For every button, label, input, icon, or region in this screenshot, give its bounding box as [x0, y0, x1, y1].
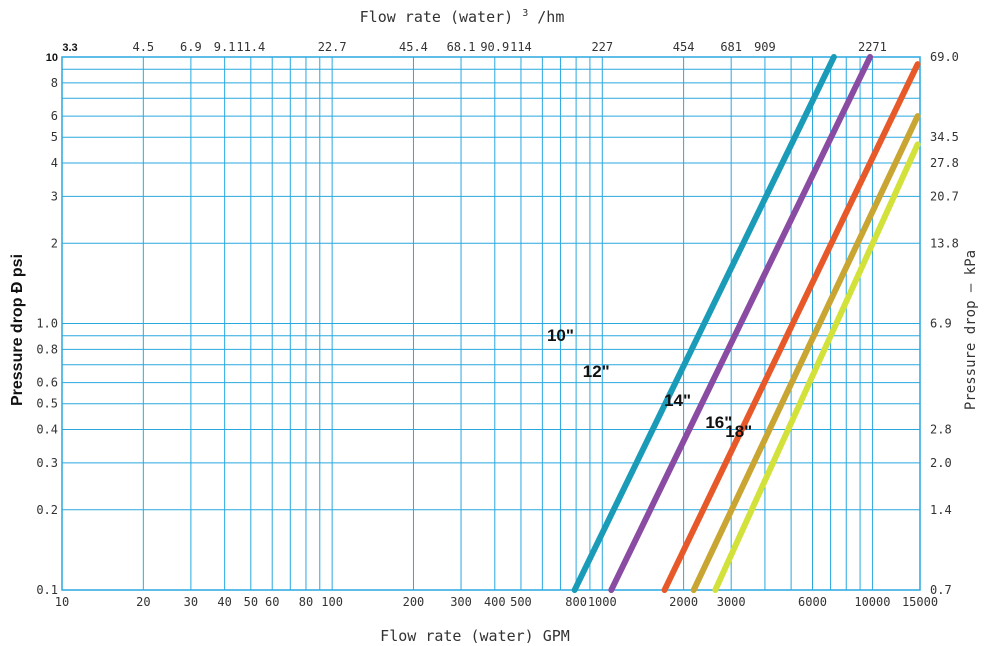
x-tick-label: 10000 — [854, 595, 890, 609]
top-tick-label: 3.3 — [62, 42, 77, 54]
series-label: 10" — [547, 326, 574, 345]
x-tick-label: 1000 — [588, 595, 617, 609]
right-tick-label: 34.5 — [930, 130, 959, 144]
top-axis-title-suffix: /hm — [537, 8, 564, 26]
top-tick-label: 45.4 — [399, 40, 428, 54]
y-tick-label: 0.3 — [36, 456, 58, 470]
x-tick-label: 40 — [217, 595, 231, 609]
right-tick-label: 20.7 — [930, 189, 959, 203]
y-tick-label: 0.4 — [36, 423, 58, 437]
y-tick-label: 10 — [46, 52, 58, 64]
y-axis-title: Pressure drop Ð psi — [9, 254, 26, 406]
series-line — [608, 54, 874, 593]
x-tick-label: 10 — [55, 595, 69, 609]
x-tick-label: 50 — [244, 595, 258, 609]
x-tick-label: 100 — [321, 595, 343, 609]
x-tick-label: 80 — [299, 595, 313, 609]
grid — [61, 56, 921, 591]
y-tick-label: 0.5 — [36, 397, 58, 411]
x-tick-label: 15000 — [902, 595, 938, 609]
x-tick-label: 500 — [510, 595, 532, 609]
plot-frame — [61, 56, 921, 591]
right-axis-title: Pressure drop – kPa — [963, 250, 979, 410]
x-tick-label: 3000 — [717, 595, 746, 609]
x-tick-label: 2000 — [669, 595, 698, 609]
series-label: 14" — [664, 391, 691, 410]
right-tick-label: 0.7 — [930, 583, 952, 597]
top-tick-label: 909 — [754, 40, 776, 54]
y-tick-label: 4 — [51, 156, 58, 170]
series-label: 12" — [583, 362, 610, 381]
y-tick-label: 0.1 — [36, 583, 58, 597]
x-tick-label: 20 — [136, 595, 150, 609]
top-tick-label: 68.1 — [447, 40, 476, 54]
x-axis-title: Flow rate (water) GPM — [380, 627, 570, 645]
y-tick-label: 6 — [51, 109, 58, 123]
top-tick-label: 22.7 — [318, 40, 347, 54]
top-axis-title-prefix: Flow rate (water) — [360, 8, 514, 26]
x-tick-label: 400 — [484, 595, 506, 609]
x-tick-label: 30 — [184, 595, 198, 609]
x-tick-label: 60 — [265, 595, 279, 609]
top-tick-label: 6.9 — [180, 40, 202, 54]
right-tick-label: 13.8 — [930, 236, 959, 250]
y-tick-label: 0.2 — [36, 503, 58, 517]
right-tick-label: 6.9 — [930, 317, 952, 331]
series-label: 18" — [725, 422, 752, 441]
top-tick-label: 454 — [673, 40, 695, 54]
x-tick-label: 800 — [565, 595, 587, 609]
y-tick-label: 8 — [51, 76, 58, 90]
top-tick-label: 2271 — [858, 40, 887, 54]
y-tick-label: 2 — [51, 236, 58, 250]
top-tick-label: 227 — [591, 40, 613, 54]
x-tick-label: 6000 — [798, 595, 827, 609]
y-tick-label: 0.6 — [36, 376, 58, 390]
series-line — [661, 61, 921, 593]
tick-labels: 10 20 30 40 50 60 80 100 200 300 400 500 800 1000 2000… — [36, 40, 959, 609]
series-line — [571, 54, 837, 593]
x-tick-label: 200 — [403, 595, 425, 609]
series-label: 16" — [705, 413, 732, 432]
top-axis-title-sup: 3 — [522, 8, 528, 19]
top-tick-label: 114 — [510, 40, 532, 54]
series-line — [712, 141, 921, 593]
y-tick-label: 1.0 — [36, 317, 58, 331]
y-tick-label: 3 — [51, 189, 58, 203]
x-tick-label: 300 — [450, 595, 472, 609]
series-line — [690, 113, 921, 593]
top-tick-label: 90.9 — [480, 40, 509, 54]
right-tick-label: 2.8 — [930, 423, 952, 437]
series-labels: 10" 12" 14" 16"18" — [547, 326, 752, 441]
top-tick-label: 681 — [720, 40, 742, 54]
y-tick-label: 0.8 — [36, 342, 58, 356]
y-tick-label: 5 — [51, 130, 58, 144]
top-axis-title: Flow rate (water) 3 /hm — [360, 2, 565, 26]
right-tick-label: 69.0 — [930, 50, 959, 64]
top-tick-label: 11.4 — [236, 40, 265, 54]
right-tick-label: 2.0 — [930, 456, 952, 470]
right-tick-label: 1.4 — [930, 503, 952, 517]
series-lines — [571, 54, 921, 593]
top-tick-label: 9.1 — [214, 40, 236, 54]
right-tick-label: 27.8 — [930, 156, 959, 170]
top-tick-label: 4.5 — [132, 40, 154, 54]
